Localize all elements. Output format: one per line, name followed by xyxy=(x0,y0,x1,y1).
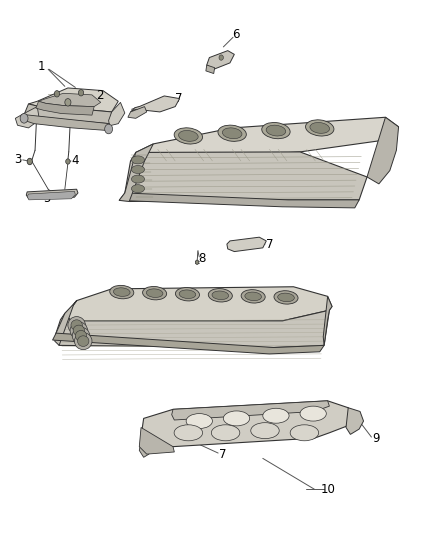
Polygon shape xyxy=(55,301,77,345)
Polygon shape xyxy=(172,401,329,420)
Text: 8: 8 xyxy=(199,252,206,265)
Polygon shape xyxy=(119,193,359,208)
Ellipse shape xyxy=(110,285,134,299)
Circle shape xyxy=(66,159,70,164)
Circle shape xyxy=(195,260,199,264)
Ellipse shape xyxy=(174,128,202,144)
Polygon shape xyxy=(207,51,234,69)
Polygon shape xyxy=(323,296,332,345)
Circle shape xyxy=(54,91,60,97)
Text: 10: 10 xyxy=(321,483,336,496)
Circle shape xyxy=(27,158,32,165)
Ellipse shape xyxy=(68,317,85,334)
Ellipse shape xyxy=(306,120,334,136)
Polygon shape xyxy=(27,191,75,200)
Ellipse shape xyxy=(211,425,240,441)
Ellipse shape xyxy=(70,322,88,339)
Text: 3: 3 xyxy=(14,154,21,166)
Ellipse shape xyxy=(74,333,92,350)
Ellipse shape xyxy=(300,406,326,421)
Ellipse shape xyxy=(274,290,298,304)
Polygon shape xyxy=(24,104,112,124)
Circle shape xyxy=(105,124,113,134)
Polygon shape xyxy=(36,101,94,115)
Polygon shape xyxy=(227,237,266,252)
Text: 7: 7 xyxy=(219,448,226,461)
Ellipse shape xyxy=(73,325,85,336)
Ellipse shape xyxy=(218,125,246,141)
Polygon shape xyxy=(26,189,78,198)
Polygon shape xyxy=(141,401,353,448)
Ellipse shape xyxy=(72,327,90,344)
Ellipse shape xyxy=(223,411,250,426)
Polygon shape xyxy=(139,427,174,454)
Polygon shape xyxy=(109,102,125,126)
Ellipse shape xyxy=(310,123,329,133)
Text: 4: 4 xyxy=(71,154,79,167)
Polygon shape xyxy=(119,144,153,201)
Ellipse shape xyxy=(266,125,286,136)
Polygon shape xyxy=(128,107,147,118)
Ellipse shape xyxy=(208,288,232,302)
Ellipse shape xyxy=(290,425,318,441)
Polygon shape xyxy=(346,408,364,434)
Text: 2: 2 xyxy=(96,90,104,102)
Circle shape xyxy=(65,99,71,106)
Polygon shape xyxy=(125,152,367,201)
Text: 9: 9 xyxy=(372,432,380,445)
Polygon shape xyxy=(56,310,329,348)
Polygon shape xyxy=(15,107,39,128)
Text: 1: 1 xyxy=(38,60,46,73)
Circle shape xyxy=(78,90,84,96)
Ellipse shape xyxy=(179,290,196,298)
Ellipse shape xyxy=(263,408,289,423)
Polygon shape xyxy=(206,65,215,74)
Ellipse shape xyxy=(131,185,145,193)
Polygon shape xyxy=(131,96,180,112)
Ellipse shape xyxy=(245,292,261,301)
Ellipse shape xyxy=(71,320,82,330)
Ellipse shape xyxy=(241,289,265,303)
Ellipse shape xyxy=(143,286,166,300)
Circle shape xyxy=(219,55,223,60)
Polygon shape xyxy=(367,117,399,184)
Text: 5: 5 xyxy=(44,192,51,205)
Ellipse shape xyxy=(278,293,294,302)
Ellipse shape xyxy=(186,414,212,429)
Polygon shape xyxy=(65,287,332,321)
Ellipse shape xyxy=(131,156,145,164)
Ellipse shape xyxy=(75,330,87,341)
Polygon shape xyxy=(28,88,118,112)
Polygon shape xyxy=(136,117,399,161)
Polygon shape xyxy=(139,441,149,457)
Ellipse shape xyxy=(131,175,145,183)
Polygon shape xyxy=(23,115,110,131)
Ellipse shape xyxy=(176,287,199,301)
Ellipse shape xyxy=(223,128,242,139)
Text: 6: 6 xyxy=(232,28,240,41)
Text: 7: 7 xyxy=(265,238,273,251)
Ellipse shape xyxy=(131,165,145,174)
Ellipse shape xyxy=(212,291,229,300)
Circle shape xyxy=(20,114,28,123)
Ellipse shape xyxy=(113,288,130,296)
Ellipse shape xyxy=(251,423,279,439)
Polygon shape xyxy=(39,93,101,107)
Ellipse shape xyxy=(78,336,89,346)
Ellipse shape xyxy=(146,289,163,297)
Polygon shape xyxy=(53,333,324,354)
Text: 7: 7 xyxy=(175,92,183,105)
Ellipse shape xyxy=(174,425,203,441)
Ellipse shape xyxy=(179,131,198,141)
Ellipse shape xyxy=(262,123,290,139)
